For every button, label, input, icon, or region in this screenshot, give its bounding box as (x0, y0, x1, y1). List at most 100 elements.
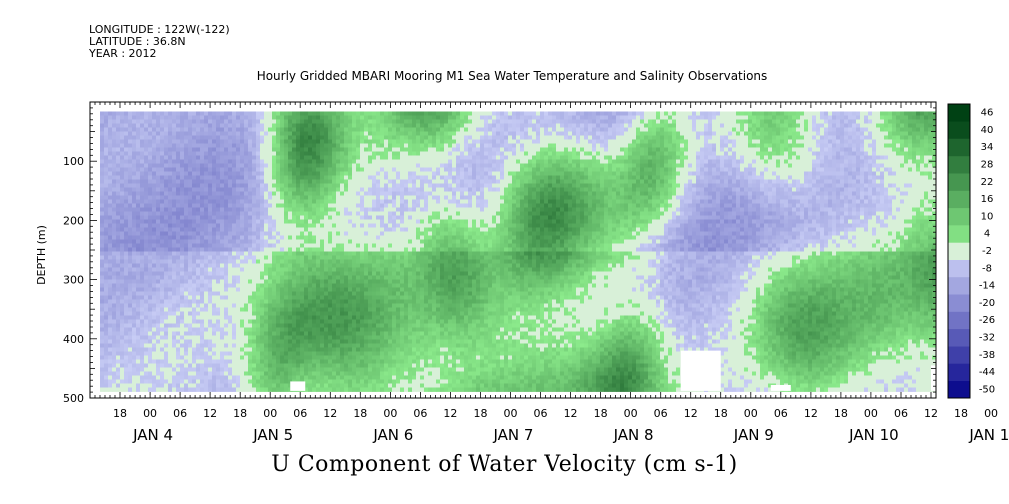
heatmap-cell (140, 183, 145, 188)
heatmap-cell (332, 151, 337, 156)
heatmap-cell (208, 195, 213, 200)
heatmap-cell (828, 151, 833, 156)
heatmap-cell (876, 155, 881, 160)
heatmap-cell (632, 127, 637, 132)
heatmap-cell (264, 155, 269, 160)
heatmap-cell (192, 123, 197, 128)
heatmap-cell (888, 163, 893, 168)
heatmap-cell (208, 111, 213, 116)
heatmap-cell (636, 175, 641, 180)
heatmap-cell (752, 171, 757, 176)
heatmap-cell (480, 163, 485, 168)
heatmap-cell (524, 119, 529, 124)
heatmap-cell (468, 143, 473, 148)
heatmap-cell (576, 135, 581, 140)
heatmap-cell (188, 171, 193, 176)
heatmap-cell (540, 167, 545, 172)
heatmap-cell (340, 163, 345, 168)
heatmap-cell (932, 143, 937, 148)
heatmap-cell (224, 199, 229, 204)
heatmap-cell (164, 127, 169, 132)
heatmap-cell (360, 147, 365, 152)
heatmap-cell (664, 119, 669, 124)
heatmap-cell (260, 203, 265, 208)
heatmap-cell (700, 135, 705, 140)
heatmap-cell (388, 187, 393, 192)
heatmap-cell (748, 203, 753, 208)
heatmap-cell (360, 163, 365, 168)
heatmap-cell (916, 123, 921, 128)
heatmap-cell (932, 199, 937, 204)
heatmap-cell (308, 155, 313, 160)
heatmap-cell (192, 119, 197, 124)
heatmap-cell (316, 131, 321, 136)
heatmap-cell (596, 143, 601, 148)
heatmap-cell (348, 171, 353, 176)
heatmap-cell (392, 119, 397, 124)
heatmap-cell (908, 155, 913, 160)
heatmap-cell (524, 175, 529, 180)
heatmap-cell (844, 123, 849, 128)
heatmap-cell (476, 183, 481, 188)
heatmap-cell (924, 111, 929, 116)
heatmap-cell (144, 171, 149, 176)
heatmap-cell (248, 139, 253, 144)
heatmap-cell (176, 135, 181, 140)
heatmap-cell (240, 179, 245, 184)
heatmap-cell (784, 183, 789, 188)
heatmap-cell (392, 175, 397, 180)
heatmap-cell (680, 163, 685, 168)
heatmap-cell (448, 143, 453, 148)
heatmap-cell (356, 183, 361, 188)
heatmap-cell (732, 119, 737, 124)
heatmap-cell (724, 119, 729, 124)
heatmap-cell (260, 167, 265, 172)
heatmap-cell (464, 159, 469, 164)
heatmap-cell (560, 147, 565, 152)
heatmap-cell (592, 167, 597, 172)
heatmap-cell (688, 203, 693, 208)
heatmap-cell (128, 199, 133, 204)
heatmap-cell (864, 171, 869, 176)
heatmap-cell (596, 195, 601, 200)
heatmap-cell (880, 187, 885, 192)
heatmap-cell (592, 175, 597, 180)
heatmap-cell (284, 143, 289, 148)
heatmap-cell (740, 187, 745, 192)
heatmap-cell (256, 127, 261, 132)
heatmap-cell (816, 119, 821, 124)
heatmap-cell (500, 175, 505, 180)
heatmap-cell (132, 195, 137, 200)
heatmap-cell (484, 195, 489, 200)
heatmap-cell (448, 147, 453, 152)
heatmap-cell (616, 195, 621, 200)
heatmap-cell (164, 191, 169, 196)
heatmap-cell (476, 191, 481, 196)
heatmap-cell (424, 139, 429, 144)
heatmap-cell (308, 111, 313, 116)
heatmap-cell (584, 135, 589, 140)
heatmap-cell (636, 167, 641, 172)
heatmap-cell (268, 135, 273, 140)
heatmap-cell (792, 131, 797, 136)
heatmap-cell (652, 199, 657, 204)
heatmap-cell (448, 183, 453, 188)
heatmap-cell (400, 179, 405, 184)
heatmap-cell (576, 151, 581, 156)
heatmap-cell (704, 163, 709, 168)
heatmap-cell (664, 115, 669, 120)
heatmap-cell (868, 179, 873, 184)
heatmap-cell (492, 139, 497, 144)
heatmap-cell (348, 135, 353, 140)
heatmap-cell (192, 171, 197, 176)
heatmap-cell (768, 199, 773, 204)
heatmap-cell (564, 135, 569, 140)
heatmap-cell (408, 131, 413, 136)
heatmap-cell (784, 119, 789, 124)
heatmap-cell (464, 191, 469, 196)
heatmap-cell (152, 163, 157, 168)
heatmap-cell (412, 143, 417, 148)
heatmap-cell (636, 131, 641, 136)
heatmap-cell (932, 191, 937, 196)
heatmap-cell (592, 159, 597, 164)
